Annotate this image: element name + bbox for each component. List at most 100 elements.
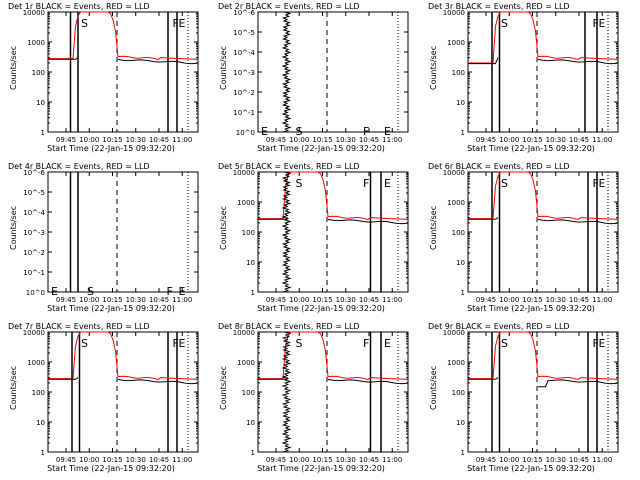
x-tick-label: 10:45 (149, 456, 169, 464)
y-tick-label: 1000 (27, 359, 45, 367)
y-tick-label: 1000 (447, 359, 465, 367)
x-tick-label: 11:00 (382, 136, 402, 144)
y-tick-label: 10^-3 (23, 229, 45, 237)
y-axis-label: Counts/sec (429, 366, 438, 410)
event-letter: E (599, 337, 606, 350)
event-letter: S (296, 337, 303, 350)
events-curve (468, 377, 499, 380)
y-tick-label: 10 (246, 419, 255, 427)
event-letter: E (179, 17, 186, 30)
lld-curve (258, 331, 409, 380)
event-letter: F (363, 125, 369, 138)
y-tick-label: 10 (456, 99, 465, 107)
y-axis-label: Counts/sec (429, 46, 438, 90)
event-letter: S (501, 337, 508, 350)
x-tick-label: 10:45 (149, 136, 169, 144)
x-axis-label: Start Time (22-Jan-15 09:32:20) (47, 304, 175, 313)
event-letter: E (179, 285, 186, 298)
y-axis-label: Counts/sec (9, 366, 18, 410)
lld-curve (468, 11, 619, 64)
panel-title: Det 4r BLACK = Events, RED = LLD (8, 162, 150, 171)
y-tick-label: 10000 (443, 169, 465, 177)
x-tick-label: 10:30 (546, 456, 566, 464)
x-tick-label: 10:00 (289, 456, 309, 464)
y-tick-label: 10^-4 (23, 209, 45, 217)
y-tick-label: 10^-1 (233, 109, 255, 117)
x-tick-label: 09:45 (56, 136, 76, 144)
events-curve (117, 59, 199, 65)
x-axis-label: Start Time (22-Jan-15 09:32:20) (257, 304, 385, 313)
x-tick-label: 10:00 (289, 296, 309, 304)
x-tick-label: 09:45 (476, 136, 496, 144)
y-tick-label: 10^-6 (23, 169, 45, 177)
event-letter: S (296, 125, 303, 138)
y-tick-label: 1 (41, 449, 45, 457)
y-axis-label: Counts/sec (219, 46, 228, 90)
x-tick-label: 09:45 (56, 296, 76, 304)
lld-curve (468, 171, 619, 220)
panel-title: Det 9r BLACK = Events, RED = LLD (428, 322, 570, 331)
event-letter: F (363, 177, 369, 190)
x-tick-label: 10:15 (522, 456, 542, 464)
event-letter: F (173, 337, 179, 350)
x-tick-label: 10:30 (336, 136, 356, 144)
x-tick-label: 10:30 (126, 296, 146, 304)
x-tick-label: 10:00 (499, 296, 519, 304)
event-letter: E (261, 125, 268, 138)
plot-frame (47, 331, 199, 453)
x-tick-label: 10:45 (569, 136, 589, 144)
y-tick-label: 1 (41, 129, 45, 137)
y-tick-label: 10^-5 (23, 189, 45, 197)
x-axis-label: Start Time (22-Jan-15 09:32:20) (467, 304, 595, 313)
y-tick-label: 100 (452, 389, 465, 397)
x-axis-label: Start Time (22-Jan-15 09:32:20) (467, 144, 595, 153)
y-tick-label: 1000 (27, 39, 45, 47)
noise-trace (281, 11, 292, 133)
x-tick-label: 11:00 (592, 296, 612, 304)
y-tick-label: 1000 (447, 39, 465, 47)
panel-title: Det 1r BLACK = Events, RED = LLD (8, 2, 150, 11)
x-tick-label: 10:15 (312, 296, 332, 304)
y-tick-label: 10 (36, 99, 45, 107)
y-tick-label: 1000 (237, 199, 255, 207)
panel-title: Det 6r BLACK = Events, RED = LLD (428, 162, 570, 171)
y-tick-label: 1000 (447, 199, 465, 207)
panel-title: Det 3r BLACK = Events, RED = LLD (428, 2, 570, 11)
x-tick-label: 09:45 (476, 296, 496, 304)
x-tick-label: 10:15 (312, 456, 332, 464)
x-tick-label: 10:45 (149, 296, 169, 304)
event-letter: S (501, 17, 508, 30)
x-tick-label: 09:45 (56, 456, 76, 464)
x-tick-label: 11:00 (592, 136, 612, 144)
x-tick-label: 10:00 (79, 296, 99, 304)
x-tick-label: 10:30 (336, 456, 356, 464)
event-letter: F (593, 337, 599, 350)
y-tick-label: 10 (246, 259, 255, 267)
x-tick-label: 10:15 (312, 136, 332, 144)
y-axis-label: Counts/sec (429, 206, 438, 250)
plot-frame (467, 331, 619, 453)
plot-frame (257, 11, 409, 133)
x-tick-label: 10:15 (522, 296, 542, 304)
y-tick-label: 1 (461, 289, 465, 297)
events-curve (468, 57, 499, 65)
x-axis-label: Start Time (22-Jan-15 09:32:20) (47, 144, 175, 153)
plot-frame (467, 171, 619, 293)
plot-frame (257, 171, 409, 293)
x-tick-label: 10:15 (102, 296, 122, 304)
panel-title: Det 7r BLACK = Events, RED = LLD (8, 322, 150, 331)
y-tick-label: 10000 (443, 9, 465, 17)
x-tick-label: 11:00 (172, 296, 192, 304)
events-curve (327, 379, 409, 385)
y-tick-label: 1 (251, 449, 255, 457)
event-letter: S (87, 285, 94, 298)
x-tick-label: 10:45 (359, 136, 379, 144)
event-letter: S (501, 177, 508, 190)
y-tick-label: 10^0 (236, 129, 255, 137)
y-tick-label: 10^0 (26, 289, 45, 297)
y-tick-label: 10^-3 (233, 69, 255, 77)
lld-curve (258, 171, 409, 220)
event-letter: E (599, 17, 606, 30)
events-curve (537, 219, 619, 225)
